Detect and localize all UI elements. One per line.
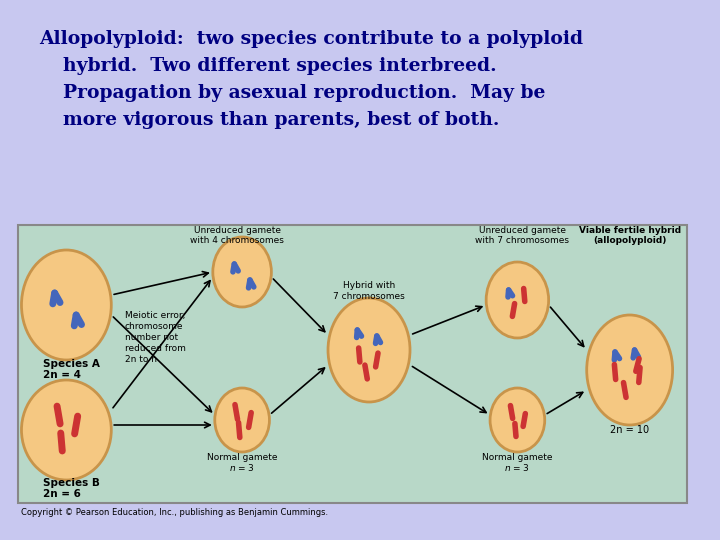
Text: with 4 chromosomes: with 4 chromosomes	[190, 236, 284, 245]
Text: $n$ = 3: $n$ = 3	[505, 462, 531, 473]
Text: Meiotic error;: Meiotic error;	[125, 311, 186, 320]
Text: Unreduced gamete: Unreduced gamete	[479, 226, 566, 235]
Text: more vigorous than parents, best of both.: more vigorous than parents, best of both…	[63, 111, 500, 129]
Text: 2n = 4: 2n = 4	[43, 370, 81, 380]
Text: hybrid.  Two different species interbreed.: hybrid. Two different species interbreed…	[63, 57, 497, 75]
Text: Hybrid with: Hybrid with	[343, 281, 395, 290]
Text: reduced from: reduced from	[125, 344, 186, 353]
Text: chromosome: chromosome	[125, 322, 184, 331]
Ellipse shape	[213, 237, 271, 307]
Text: Allopolyploid:  two species contribute to a polyploid: Allopolyploid: two species contribute to…	[39, 30, 583, 48]
Text: Viable fertile hybrid: Viable fertile hybrid	[579, 226, 680, 235]
Text: Species B: Species B	[43, 478, 100, 488]
Text: with 7 chromosomes: with 7 chromosomes	[475, 236, 570, 245]
Ellipse shape	[587, 315, 672, 425]
Text: Species A: Species A	[43, 359, 100, 369]
Text: 7 chromosomes: 7 chromosomes	[333, 292, 405, 301]
Text: 2n = 10: 2n = 10	[610, 425, 649, 435]
Text: Copyright © Pearson Education, Inc., publishing as Benjamin Cummings.: Copyright © Pearson Education, Inc., pub…	[22, 508, 328, 517]
Text: Normal gamete: Normal gamete	[207, 453, 277, 462]
Ellipse shape	[328, 298, 410, 402]
Text: $n$ = 3: $n$ = 3	[229, 462, 255, 473]
Text: 2n = 6: 2n = 6	[43, 489, 81, 499]
Text: (allopolyploid): (allopolyploid)	[593, 236, 666, 245]
Text: Propagation by asexual reproduction.  May be: Propagation by asexual reproduction. May…	[63, 84, 546, 102]
Ellipse shape	[22, 380, 112, 480]
Ellipse shape	[215, 388, 269, 452]
Ellipse shape	[22, 250, 112, 360]
Text: number not: number not	[125, 333, 178, 342]
Text: Normal gamete: Normal gamete	[482, 453, 553, 462]
Text: Unreduced gamete: Unreduced gamete	[194, 226, 281, 235]
Ellipse shape	[490, 388, 545, 452]
FancyBboxPatch shape	[17, 225, 688, 503]
Ellipse shape	[486, 262, 549, 338]
Text: 2n to n: 2n to n	[125, 355, 157, 364]
